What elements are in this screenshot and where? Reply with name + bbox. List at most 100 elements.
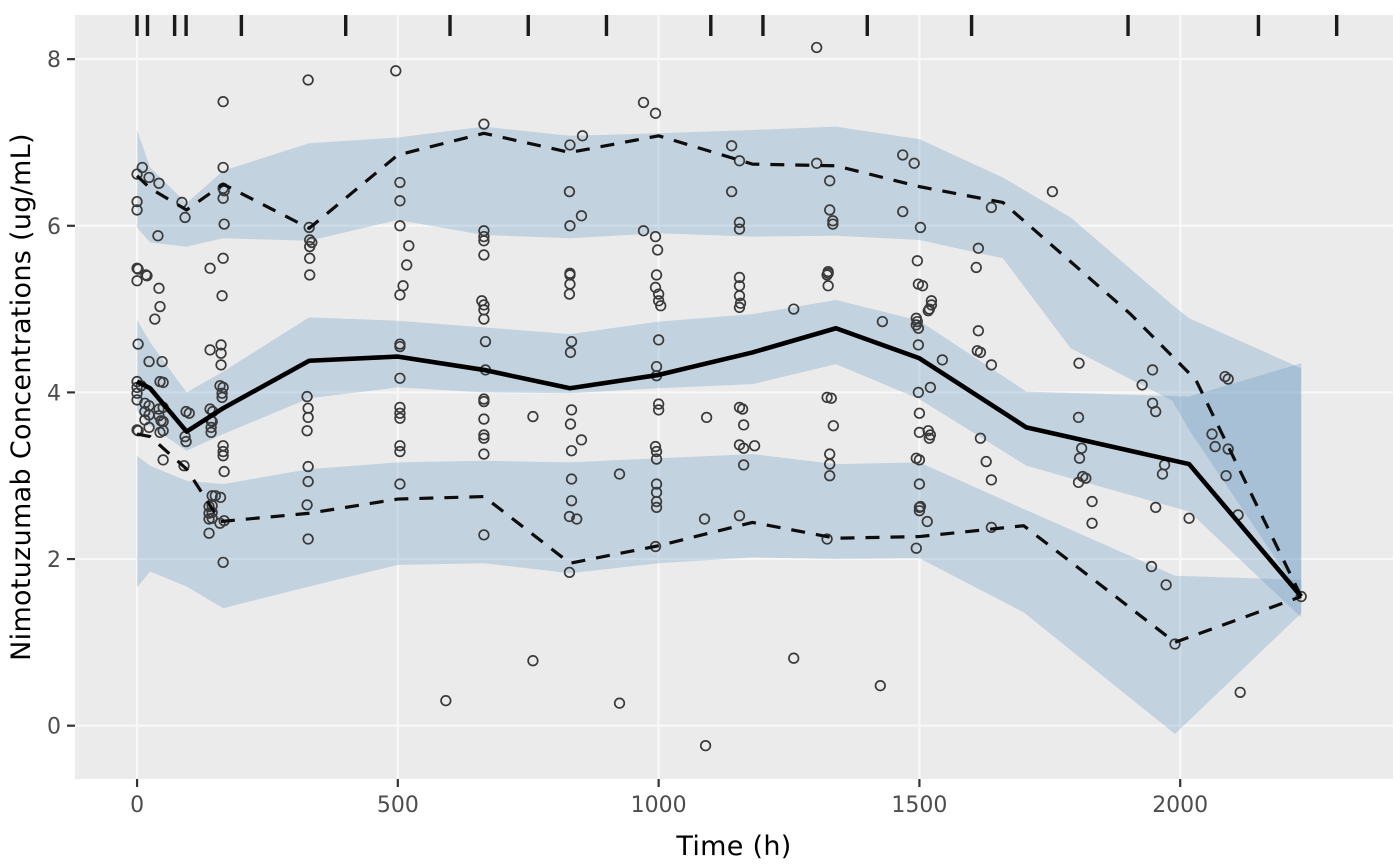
observation-point	[156, 355, 168, 368]
observation-point	[153, 403, 165, 415]
observation-point	[827, 218, 839, 230]
ribbon-ci-median	[137, 299, 1302, 618]
observation-point	[403, 240, 415, 252]
observation-point	[302, 475, 314, 488]
observation-point	[216, 391, 228, 404]
observation-point	[613, 697, 626, 709]
observation-point	[1073, 452, 1086, 464]
observation-point	[811, 41, 823, 54]
observation-point	[576, 130, 589, 142]
observation-point	[149, 313, 161, 325]
observation-point	[1222, 373, 1234, 385]
observation-point	[649, 440, 662, 453]
observation-point	[401, 259, 413, 271]
observation-point	[1183, 512, 1195, 524]
observation-point	[1146, 364, 1159, 376]
observation-point	[571, 513, 583, 525]
observation-point	[1086, 495, 1098, 508]
y-tick-label: 8	[47, 48, 61, 73]
x-tick-label: 2000	[1152, 793, 1208, 818]
panel-content	[131, 15, 1339, 752]
observation-point	[649, 230, 662, 243]
observation-point	[1169, 638, 1181, 650]
observation-point	[209, 490, 221, 502]
x-tick-label: 1000	[631, 793, 687, 818]
observation-point	[217, 556, 229, 569]
observation-point	[637, 225, 650, 237]
observation-point	[985, 474, 998, 486]
observation-point	[1086, 517, 1098, 529]
observation-point	[821, 269, 833, 281]
observation-point	[527, 655, 539, 667]
observation-point	[563, 510, 576, 523]
observation-point	[913, 407, 926, 419]
observation-point	[563, 185, 576, 198]
observation-point	[394, 445, 406, 458]
observation-point	[214, 517, 226, 529]
observation-point	[913, 426, 926, 439]
observation-point	[908, 157, 920, 169]
observation-point	[203, 513, 215, 525]
observation-point	[733, 271, 746, 284]
observation-point	[912, 386, 925, 399]
ribbon-ci-lower-percentile	[137, 454, 1302, 735]
observation-point	[131, 195, 143, 208]
observation-point	[650, 453, 663, 465]
x-tick-label: 500	[377, 793, 419, 818]
observation-point	[1072, 476, 1085, 489]
observation-point	[132, 338, 144, 350]
observation-point	[301, 390, 313, 403]
observation-point	[216, 387, 228, 399]
observation-point	[824, 458, 836, 470]
observation-point	[1160, 579, 1172, 591]
observation-point	[152, 230, 164, 242]
observation-point	[985, 359, 998, 371]
observation-point	[700, 411, 713, 424]
observation-point	[565, 445, 578, 457]
observation-point	[652, 404, 665, 416]
observation-point	[394, 401, 406, 414]
observation-point	[649, 281, 662, 294]
observation-point	[478, 429, 490, 441]
observation-point	[564, 346, 577, 359]
observation-point	[205, 426, 217, 439]
observation-point	[922, 305, 934, 317]
observation-point	[478, 395, 490, 408]
observation-point	[1046, 185, 1059, 198]
observation-point	[650, 445, 663, 458]
observation-point	[737, 459, 750, 471]
observation-point	[154, 300, 166, 313]
observation-point	[923, 432, 935, 444]
observation-point	[737, 419, 750, 431]
observation-point	[737, 442, 750, 454]
y-axis-title: Nimotuzumab Concentrations (ug/mL)	[6, 133, 37, 661]
observation-point	[651, 244, 664, 256]
observation-point	[563, 566, 576, 579]
y-tick-label: 6	[47, 215, 61, 240]
observation-point	[141, 270, 153, 282]
observation-point	[394, 478, 406, 490]
observation-point	[217, 95, 229, 108]
observation-point	[178, 460, 190, 472]
line-observed-95th-percentile	[135, 131, 1303, 598]
observation-point	[788, 652, 800, 664]
observation-point	[478, 448, 490, 460]
observation-point	[478, 413, 490, 425]
observation-point	[218, 218, 230, 230]
observation-point	[1206, 428, 1218, 440]
observation-point	[985, 201, 998, 214]
observation-point	[1150, 405, 1162, 418]
observation-point	[478, 235, 490, 247]
observation-point	[478, 299, 490, 311]
observation-point	[575, 434, 588, 446]
observation-point	[565, 335, 578, 348]
observation-point	[972, 242, 985, 254]
observation-point	[157, 454, 169, 466]
observation-point	[478, 432, 490, 444]
observation-point	[824, 175, 836, 187]
observation-point	[478, 249, 490, 261]
observation-point	[564, 139, 576, 151]
observation-point	[154, 426, 166, 439]
observation-point	[564, 220, 576, 232]
